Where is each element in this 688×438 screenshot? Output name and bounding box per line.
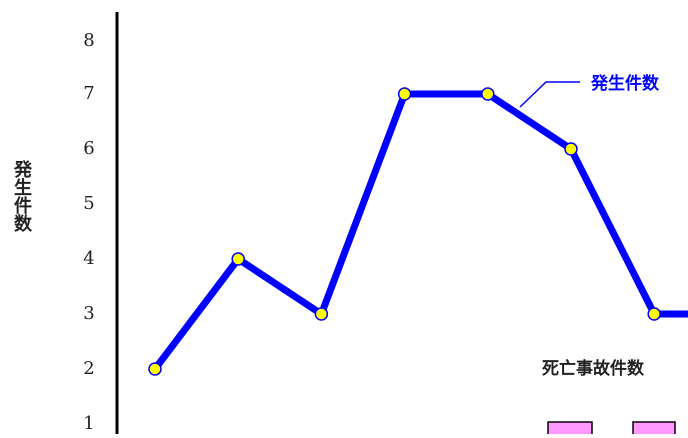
- data-point: [564, 142, 578, 156]
- series-points: [148, 87, 661, 376]
- y-tick-label: 6: [83, 138, 94, 159]
- data-point: [314, 307, 329, 321]
- legend-label: 発生件数: [590, 73, 660, 94]
- data-point: [231, 252, 245, 266]
- data-point: [481, 87, 495, 101]
- data-point: [397, 87, 412, 101]
- y-tick-label: 4: [83, 248, 94, 269]
- y-tick-label: 5: [83, 193, 94, 214]
- y-tick-label: 7: [83, 83, 94, 104]
- secondary-bar: [547, 421, 593, 438]
- series-legend: 発生件数: [519, 73, 660, 108]
- y-tick-label: 3: [83, 303, 94, 324]
- legend-leader-line: [519, 81, 580, 108]
- y-tick-label: 2: [83, 358, 94, 379]
- y-axis-title: 発生件数: [11, 160, 32, 232]
- secondary-bar: [632, 421, 676, 438]
- y-tick-label: 8: [83, 30, 94, 51]
- data-point: [647, 307, 661, 321]
- series-line-発生件数: [152, 90, 688, 372]
- y-tick-label: 1: [83, 413, 94, 434]
- secondary-series-label: 死亡事故件数: [542, 358, 645, 379]
- data-point: [148, 362, 162, 376]
- y-tick-labels: 1 2 3 4 5 6 7 8: [83, 30, 94, 434]
